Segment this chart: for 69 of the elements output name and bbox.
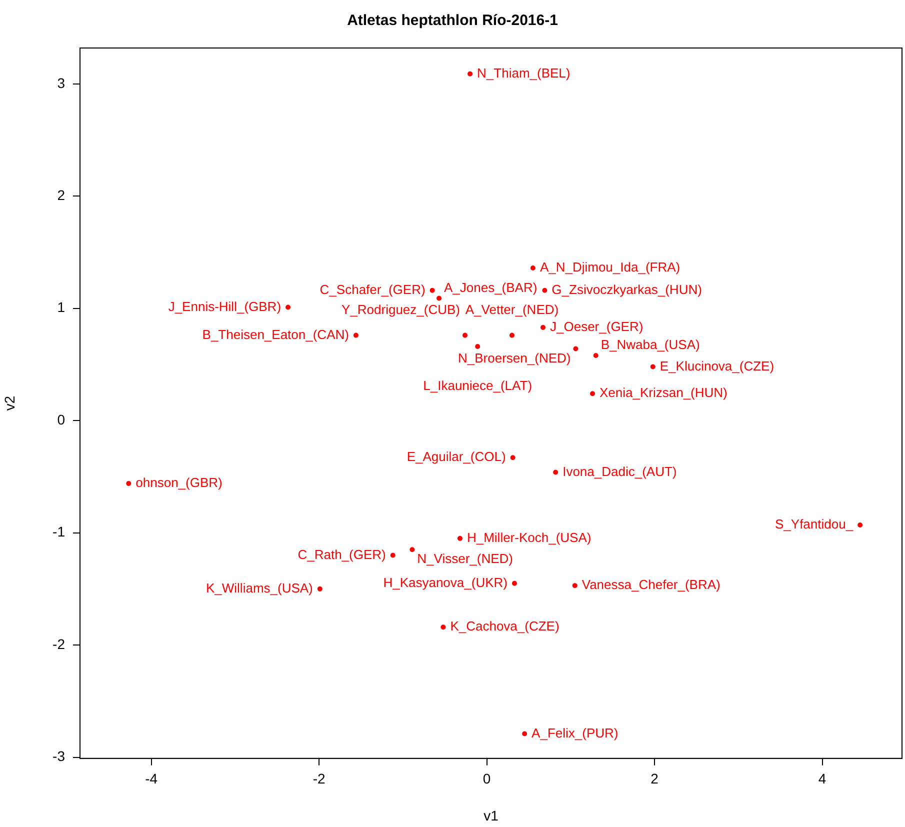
point [573, 346, 578, 352]
point [430, 288, 435, 293]
point [590, 391, 595, 396]
point [572, 583, 578, 588]
data-label: ohnson_(GBR) [136, 475, 222, 490]
data-label: K_Cachova_(CZE) [450, 618, 560, 634]
data-label: B_Theisen_Eaton_(CAN) [202, 326, 349, 342]
data-label: N_Visser_(NED) [417, 551, 513, 566]
point [650, 364, 656, 370]
data-label: C_Rath_(GER) [298, 546, 386, 562]
data-label: A_Felix_(PUR) [532, 725, 618, 740]
point [468, 71, 473, 76]
data-label: A_Jones_(BAR) [444, 280, 538, 295]
data-label: N_Broersen_(NED) [458, 350, 571, 366]
point [475, 344, 480, 350]
data-label: N_Thiam_(BEL) [477, 65, 570, 80]
data-label: E_Aguilar_(COL) [406, 449, 506, 464]
point [317, 586, 322, 592]
y-axis-title: v2 [1, 396, 18, 411]
data-label: J_Ennis-Hill_(GBR) [168, 298, 282, 314]
point [530, 265, 536, 270]
data-label: G_Zsivoczkyarkas_(HUN) [552, 282, 702, 297]
y-tick-label: -2 [52, 636, 66, 652]
y-tick-label: -3 [52, 748, 66, 764]
chart-title: Atletas heptathlon Río-2016-1 [347, 12, 558, 30]
data-label: J_Oeser_(GER) [550, 319, 644, 334]
point [593, 353, 598, 358]
point [512, 580, 517, 586]
point [553, 470, 558, 475]
data-label: Vanessa_Chefer_(BRA) [582, 577, 720, 592]
data-label: A_N_Djimou_Ida_(FRA) [540, 260, 680, 275]
point [457, 536, 462, 541]
point [540, 324, 546, 330]
data-label: A_Vetter_(NED) [465, 302, 559, 317]
x-tick-label: -2 [312, 770, 326, 787]
point [510, 455, 516, 460]
data-label: Y_Rodriguez_(CUB) [342, 302, 460, 317]
point [436, 296, 442, 301]
data-label: S_Yfantidou_ [774, 516, 854, 532]
data-label: E_Klucinova_(CZE) [660, 358, 774, 374]
point [542, 288, 548, 293]
y-tick-label: 0 [57, 411, 66, 428]
y-tick-label: -1 [52, 524, 66, 540]
data-label: H_Miller-Koch_(USA) [466, 530, 592, 546]
x-tick-label: 0 [482, 770, 491, 787]
point [353, 332, 358, 338]
x-tick-label: -4 [145, 770, 158, 787]
point [440, 624, 446, 630]
point [286, 304, 291, 310]
point [410, 547, 415, 552]
data-label: C_Schafer_(GER) [320, 282, 426, 297]
x-tick-label: 2 [650, 770, 659, 787]
point [858, 522, 863, 528]
data-label: H_Kasyanova_(UKR) [383, 574, 508, 590]
y-tick-label: 2 [57, 187, 66, 203]
point [509, 332, 514, 338]
x-axis-title: v1 [484, 807, 499, 824]
x-tick-label: 4 [818, 770, 826, 787]
data-label: Ivona_Dadic_(AUT) [562, 464, 677, 479]
point [126, 480, 132, 486]
point [462, 332, 468, 338]
data-label: Xenia_Krizsan_(HUN) [599, 385, 728, 400]
point [390, 552, 396, 558]
data-label: B_Nwaba_(USA) [600, 337, 700, 352]
data-label: K_Williams_(USA) [206, 580, 313, 596]
point [522, 731, 528, 736]
y-tick-label: 1 [57, 299, 66, 316]
data-label: L_Ikauniece_(LAT) [423, 378, 532, 394]
y-tick-label: 3 [57, 74, 66, 91]
